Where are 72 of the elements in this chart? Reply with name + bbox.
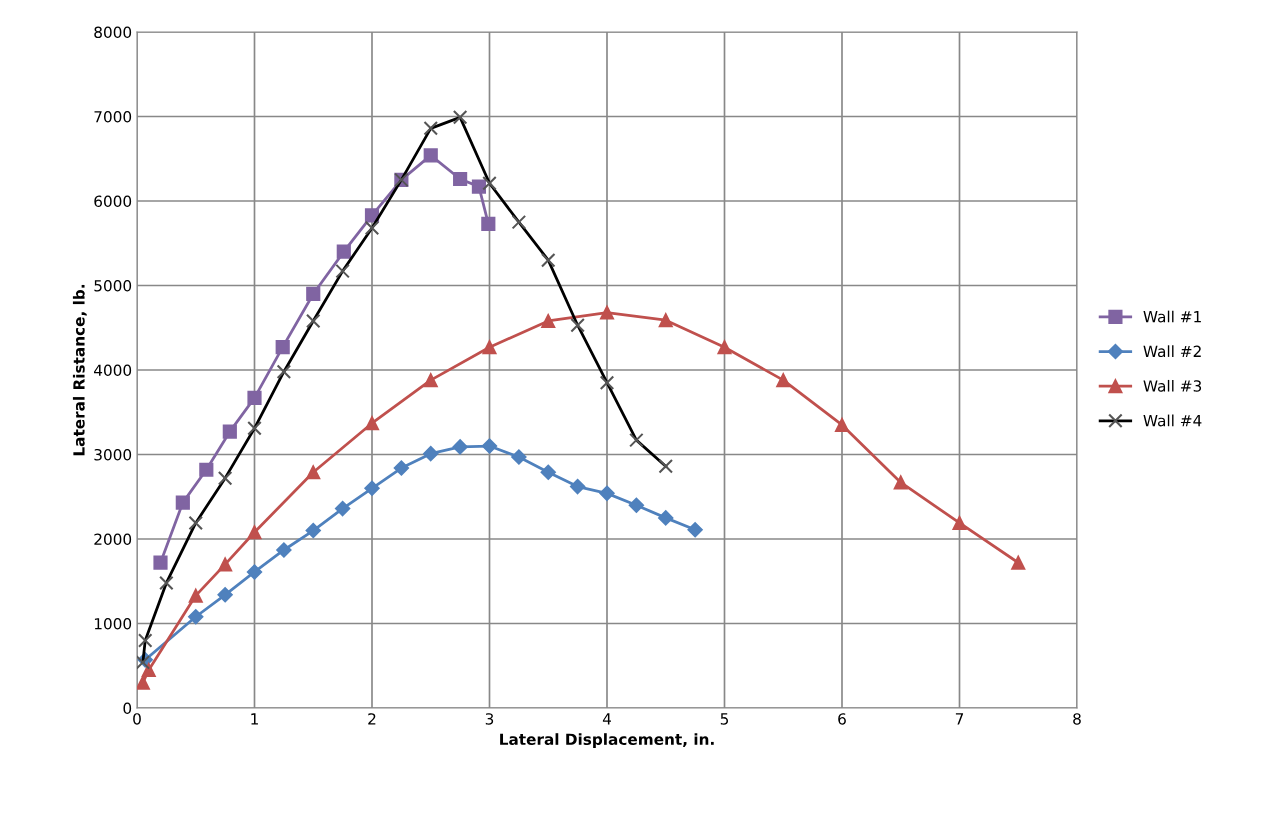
point bbox=[481, 438, 498, 454]
x-tick-label: 8 bbox=[1073, 713, 1081, 725]
x-tick-label: 7 bbox=[955, 713, 964, 725]
point bbox=[687, 521, 703, 538]
point bbox=[453, 171, 468, 187]
point bbox=[247, 525, 262, 540]
point bbox=[658, 313, 673, 328]
point bbox=[717, 340, 732, 355]
point bbox=[423, 148, 438, 163]
point bbox=[1011, 555, 1026, 570]
point bbox=[247, 390, 262, 405]
point bbox=[569, 478, 586, 495]
y-tick-label: 2000 bbox=[94, 533, 132, 546]
point bbox=[482, 340, 497, 355]
legend-label: Wall #4 bbox=[1143, 414, 1202, 427]
point bbox=[511, 449, 527, 465]
point bbox=[471, 179, 487, 194]
y-tick-label: 4000 bbox=[94, 364, 132, 377]
point bbox=[188, 588, 203, 603]
point bbox=[188, 609, 204, 625]
point bbox=[276, 542, 292, 558]
y-axis-title: Lateral Ristance, lb. bbox=[72, 284, 87, 456]
point bbox=[275, 340, 290, 355]
point bbox=[393, 460, 410, 476]
point bbox=[217, 587, 233, 603]
y-tick-label: 6000 bbox=[94, 195, 132, 208]
point bbox=[481, 216, 496, 231]
legend-label: Wall #2 bbox=[1143, 345, 1201, 358]
point bbox=[175, 495, 190, 510]
point bbox=[153, 555, 168, 570]
point bbox=[541, 313, 556, 329]
point bbox=[423, 373, 438, 388]
point bbox=[336, 244, 351, 259]
y-tick-label: 3000 bbox=[94, 448, 132, 461]
y-tick-label: 5000 bbox=[94, 279, 132, 292]
point bbox=[776, 373, 791, 388]
point bbox=[141, 662, 156, 678]
x-tick-label: 6 bbox=[838, 713, 846, 725]
point bbox=[834, 417, 850, 433]
point bbox=[364, 416, 380, 431]
point bbox=[540, 464, 556, 480]
y-tick-label: 8000 bbox=[94, 26, 132, 39]
y-tick-label: 7000 bbox=[94, 110, 132, 123]
y-tick-label: 1000 bbox=[94, 617, 132, 630]
point bbox=[218, 557, 233, 572]
x-tick-label: 4 bbox=[602, 713, 611, 725]
point bbox=[423, 445, 439, 462]
point bbox=[306, 465, 321, 480]
x-tick-label: 0 bbox=[133, 713, 141, 725]
point bbox=[599, 485, 615, 502]
point bbox=[199, 462, 214, 477]
point bbox=[222, 424, 237, 439]
point bbox=[599, 305, 615, 320]
x-tick-label: 1 bbox=[251, 713, 258, 725]
x-tick-label: 2 bbox=[368, 713, 376, 725]
point bbox=[246, 564, 263, 580]
point bbox=[364, 480, 380, 497]
point bbox=[893, 475, 908, 490]
point bbox=[452, 439, 468, 455]
y-tick-label: 0 bbox=[123, 702, 132, 715]
x-axis-title: Lateral Displacement, in. bbox=[500, 733, 714, 748]
point bbox=[658, 510, 674, 526]
point bbox=[952, 515, 967, 531]
point bbox=[137, 675, 150, 690]
x-tick-label: 3 bbox=[485, 713, 494, 725]
point bbox=[334, 500, 351, 517]
legend-label: Wall #3 bbox=[1143, 379, 1202, 392]
point bbox=[306, 286, 321, 302]
x-tick-label: 5 bbox=[720, 713, 729, 725]
point bbox=[305, 522, 321, 539]
point bbox=[628, 497, 645, 513]
legend-label: Wall #1 bbox=[1143, 310, 1201, 323]
